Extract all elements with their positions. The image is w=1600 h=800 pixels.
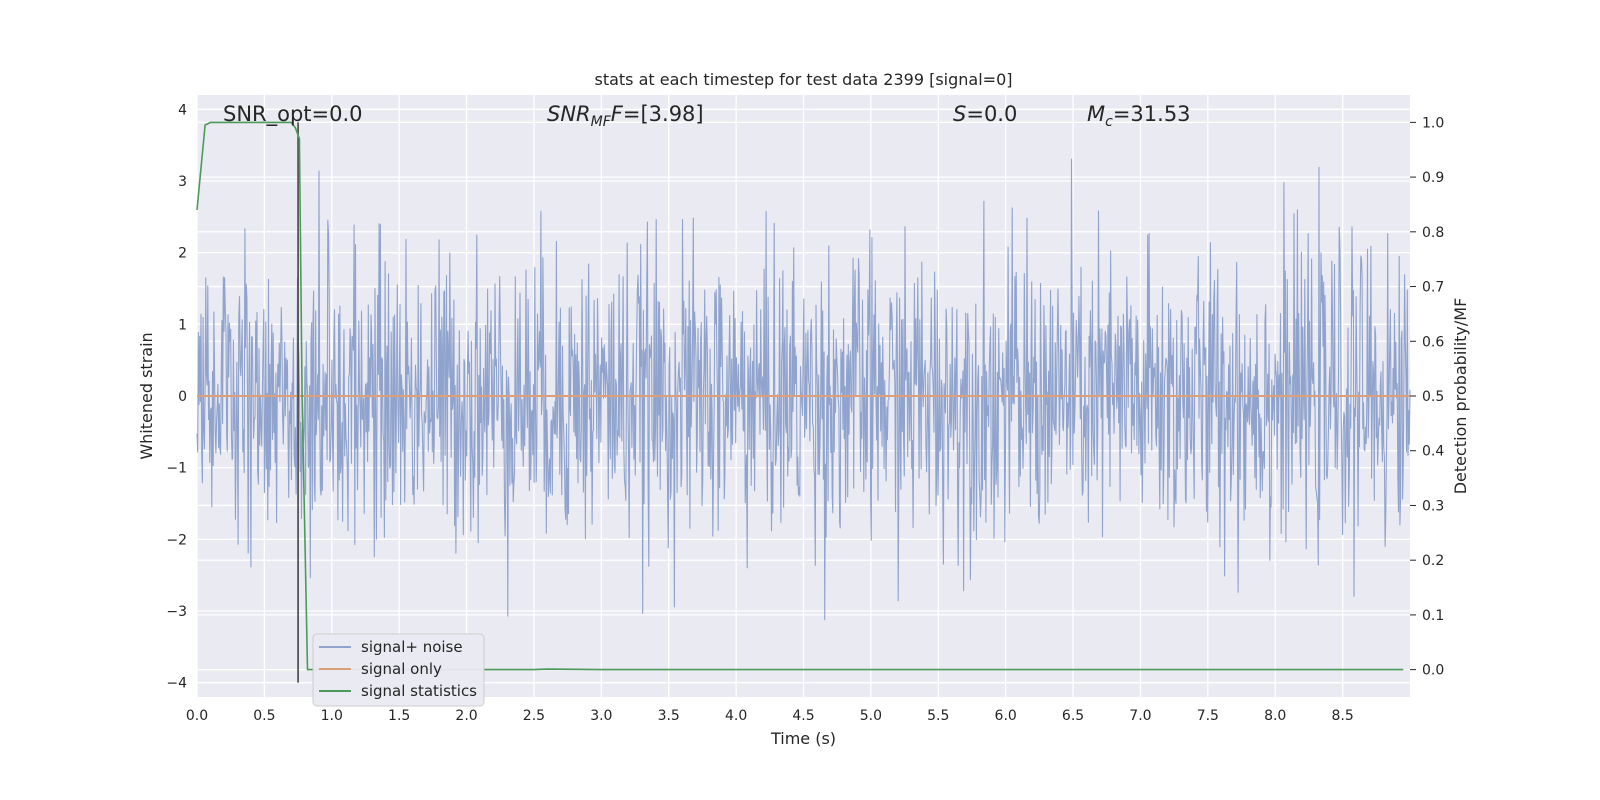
- x-tick-label: 6.0: [995, 708, 1017, 724]
- legend: signal+ noise signal only signal statistic…: [312, 633, 485, 707]
- signal-statistics-line: [196, 121, 1404, 671]
- signal-plus-noise-line: [196, 158, 1411, 621]
- y-tick-label: −2: [166, 532, 187, 548]
- y2-tick-label: 0.0: [1422, 663, 1444, 679]
- x-tick-label: 8.5: [1331, 708, 1353, 724]
- y-axis-label: Whitened strain: [137, 332, 156, 459]
- x-tick-label: 7.0: [1129, 708, 1151, 724]
- series-signal-plus-noise: [196, 158, 1411, 621]
- x-tick-label: 6.5: [1062, 708, 1084, 724]
- annotation: SNR_opt=0.0: [223, 102, 363, 127]
- ticks: 0.0 0.5 1.0 1.5 2.0 2.5 3.0 3.5 4.0 4.5 5.0 5.5 6.0 6…: [166, 102, 1444, 724]
- y-tick-label: 0: [178, 389, 187, 405]
- x-tick-label: 3.0: [590, 708, 612, 724]
- x-tick-label: 5.0: [860, 708, 882, 724]
- legend-label: signal statistics: [361, 682, 477, 700]
- y-tick-label: 4: [178, 102, 187, 118]
- y2-tick-label: 0.8: [1422, 225, 1444, 241]
- y2-tick-label: 0.1: [1422, 608, 1444, 624]
- x-tick-label: 3.5: [658, 708, 680, 724]
- annotation: SNRMFF=[3.98]: [547, 102, 704, 130]
- y-tick-label: −1: [166, 461, 187, 477]
- x-tick-label: 0.5: [253, 708, 275, 724]
- x-tick-label: 4.0: [725, 708, 747, 724]
- y2-axis-label: Detection probability/MF: [1451, 298, 1470, 495]
- y2-tick-label: 0.7: [1422, 280, 1444, 296]
- x-tick-label: 7.5: [1197, 708, 1219, 724]
- y2-tick-label: 1.0: [1422, 115, 1444, 131]
- x-tick-label: 8.0: [1264, 708, 1286, 724]
- y-tick-label: −3: [166, 604, 187, 620]
- chart-title: stats at each timestep for test data 239…: [594, 70, 1012, 89]
- y-tick-label: 1: [178, 317, 187, 333]
- x-tick-label: 1.0: [321, 708, 343, 724]
- annotations: SNR_opt=0.0 SNRMFF=[3.98] S=0.0 Mc=31.53: [223, 102, 1191, 130]
- y-tick-label: −4: [166, 676, 187, 692]
- y-tick-label: 2: [178, 246, 187, 262]
- x-tick-label: 2.0: [455, 708, 477, 724]
- x-tick-label: 1.5: [388, 708, 410, 724]
- annotation: S=0.0: [953, 102, 1017, 126]
- y2-tick-label: 0.2: [1422, 553, 1444, 569]
- legend-box: [312, 633, 485, 707]
- y2-tick-label: 0.9: [1422, 170, 1444, 186]
- y-tick-label: 3: [178, 174, 187, 190]
- y2-tick-label: 0.5: [1422, 389, 1444, 405]
- legend-label: signal+ noise: [361, 638, 463, 656]
- y2-tick-label: 0.4: [1422, 444, 1444, 460]
- x-axis-label: Time (s): [770, 729, 836, 748]
- x-tick-label: 4.5: [792, 708, 814, 724]
- x-tick-label: 5.5: [927, 708, 949, 724]
- y2-tick-label: 0.3: [1422, 498, 1444, 514]
- y2-tick-label: 0.6: [1422, 334, 1444, 350]
- annotation: Mc=31.53: [1087, 102, 1191, 130]
- legend-label: signal only: [361, 660, 442, 678]
- x-tick-label: 2.5: [523, 708, 545, 724]
- overlay-lines: [196, 121, 1410, 683]
- x-tick-label: 0.0: [186, 708, 208, 724]
